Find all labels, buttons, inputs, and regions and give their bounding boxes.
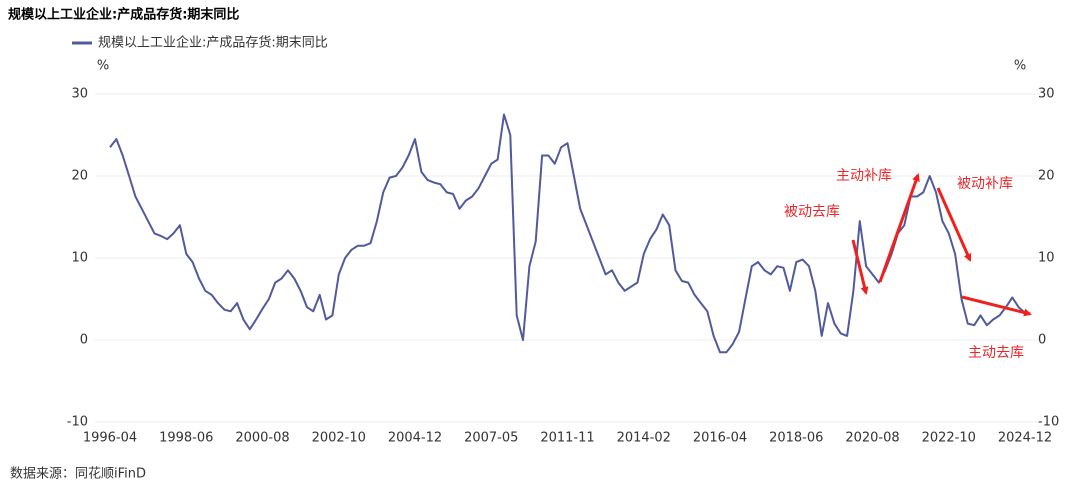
legend-label: 规模以上工业企业:产成品存货:期末同比: [98, 35, 328, 51]
x-tick-label: 2014-02: [617, 431, 671, 446]
y-tick-label: -10: [67, 415, 88, 430]
y2-tick-label: -10: [1038, 415, 1059, 430]
y-tick-label: 30: [71, 87, 88, 102]
annotation: 主动补库: [836, 168, 892, 184]
y-axis-unit: %: [97, 59, 109, 74]
chart-title: 规模以上工业企业:产成品存货:期末同比: [8, 7, 239, 23]
annotation: 被动补库: [957, 176, 1013, 192]
data-line: [109, 113, 1026, 354]
source-note: 数据来源：同花顺iFinD: [10, 466, 146, 482]
y2-tick-label: 30: [1038, 87, 1055, 102]
y-tick-label: 20: [71, 169, 88, 184]
x-tick-label: 1998-06: [159, 431, 213, 446]
y2-axis-unit: %: [1014, 59, 1026, 74]
y2-tick-label: 10: [1038, 251, 1055, 266]
arrow: [851, 239, 869, 295]
annotation: 主动去库: [968, 345, 1024, 361]
x-tick-label: 2002-10: [312, 431, 366, 446]
y-tick-label: 0: [80, 333, 88, 348]
y2-tick-label: 0: [1038, 333, 1046, 348]
x-tick-label: 2000-08: [235, 431, 289, 446]
x-tick-label: 2004-12: [388, 431, 442, 446]
y-tick-label: 10: [71, 251, 88, 266]
y2-tick-label: 20: [1038, 169, 1055, 184]
arrow: [936, 187, 972, 262]
x-tick-label: 2018-06: [769, 431, 823, 446]
x-tick-label: 2007-05: [464, 431, 518, 446]
x-tick-label: 2011-11: [540, 431, 594, 446]
arrow: [878, 173, 920, 283]
x-tick-label: 2020-08: [845, 431, 899, 446]
x-tick-label: 1996-04: [83, 431, 137, 446]
arrow: [961, 295, 1032, 317]
x-tick-label: 2024-12: [998, 431, 1052, 446]
annotation-arrows: [851, 173, 1032, 317]
x-tick-label: 2022-10: [922, 431, 976, 446]
x-tick-label: 2016-04: [693, 431, 747, 446]
annotation: 被动去库: [784, 204, 840, 220]
